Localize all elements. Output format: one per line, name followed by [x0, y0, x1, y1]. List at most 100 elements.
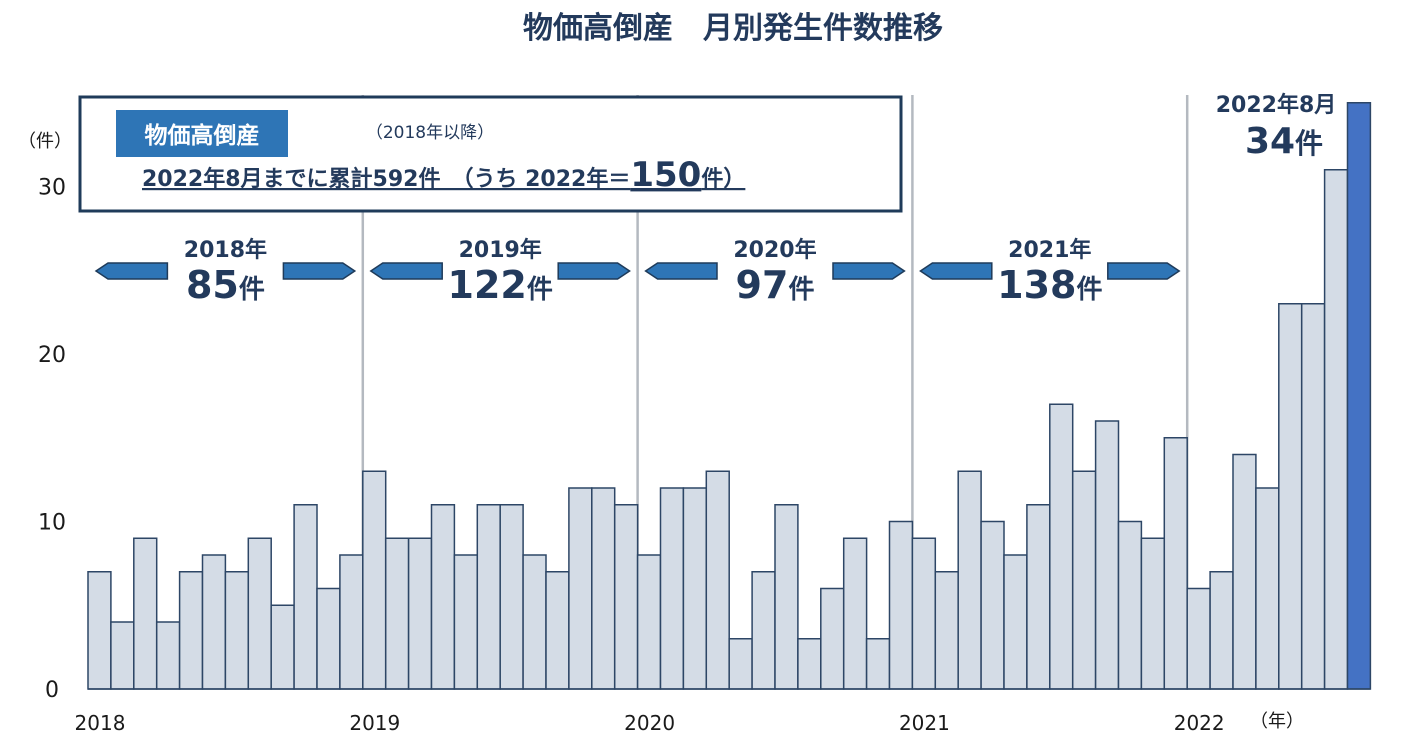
- latest-month-label: 2022年8月: [1216, 92, 1337, 118]
- summary-box: 物価高倒産 （2018年以降） 2022年8月までに累計592件 （うち 202…: [78, 95, 903, 213]
- chart-title: 物価高倒産 月別発生件数推移: [523, 11, 943, 46]
- bar: [155, 621, 181, 690]
- bar: [957, 470, 982, 690]
- bar: [1300, 303, 1326, 690]
- summary-since: （2018年以降）: [366, 123, 494, 143]
- year-total-value: 122件: [448, 263, 553, 307]
- y-tick-label: 30: [38, 176, 66, 201]
- bar: [293, 504, 318, 690]
- arrow-right: [282, 262, 357, 280]
- year-label: 2022: [1174, 711, 1225, 735]
- bar: [568, 487, 593, 690]
- arrow-left: [919, 262, 993, 280]
- bar: [751, 571, 776, 690]
- year-total-value: 85件: [186, 263, 265, 307]
- y-tick-label: 20: [38, 343, 66, 368]
- bar: [865, 638, 891, 690]
- bar: [797, 638, 822, 690]
- bar: [1026, 504, 1051, 690]
- bar: [270, 604, 295, 690]
- latest-month-unit: 件: [1295, 127, 1323, 160]
- arrow-left: [369, 262, 443, 280]
- bar: [178, 571, 204, 690]
- bar: [613, 504, 639, 690]
- bar: [499, 504, 524, 690]
- bar: [362, 470, 387, 690]
- year-total-year: 2018年: [184, 237, 267, 263]
- bar: [591, 487, 616, 690]
- summary-text-big: 150: [630, 155, 701, 195]
- arrow-left: [94, 262, 169, 280]
- year-total-year: 2019年: [459, 237, 542, 263]
- bar: [934, 571, 959, 690]
- year-total-count: 85: [186, 263, 239, 307]
- year-total-year: 2021年: [1008, 237, 1091, 263]
- bar: [430, 504, 456, 690]
- bar: [705, 470, 730, 690]
- year-total-unit: 件: [239, 275, 265, 305]
- year-total-count: 122: [448, 263, 527, 307]
- latest-month-value: 34件: [1245, 121, 1323, 162]
- arrow-right: [1107, 262, 1181, 280]
- bar: [384, 537, 410, 690]
- y-tick-label: 10: [38, 511, 66, 536]
- bar: [636, 554, 662, 690]
- bar: [110, 621, 135, 690]
- bar: [545, 571, 570, 690]
- year-total-year: 2020年: [733, 237, 816, 263]
- summary-text: 2022年8月までに累計592件 （うち 2022年＝150件）: [142, 155, 745, 195]
- year-total-value: 138件: [997, 263, 1102, 307]
- arrow-right: [557, 262, 631, 280]
- year-label: 2021: [899, 711, 950, 735]
- latest-month-count: 34: [1245, 121, 1295, 162]
- y-unit-label: （件）: [18, 131, 72, 152]
- year-total-unit: 件: [788, 275, 814, 305]
- bar: [1140, 537, 1166, 690]
- bar: [1323, 169, 1349, 690]
- year-label: 2019: [349, 711, 400, 735]
- bar: [1209, 571, 1234, 690]
- bar-series: [87, 102, 1372, 690]
- bar: [1255, 487, 1280, 690]
- bar: [1117, 520, 1143, 690]
- summary-badge-bg: [116, 110, 288, 157]
- bar: [339, 554, 364, 690]
- bar: [224, 571, 250, 690]
- bar: [1278, 303, 1303, 690]
- bar: [87, 571, 112, 690]
- summary-text-suffix: 件）: [701, 167, 745, 192]
- arrow-left: [644, 262, 718, 280]
- bar: [407, 537, 433, 690]
- bar: [842, 537, 868, 690]
- year-total-unit: 件: [1076, 275, 1102, 305]
- bar: [453, 554, 479, 690]
- year-total-count: 97: [736, 263, 789, 307]
- year-total-count: 138: [997, 263, 1076, 307]
- bar: [1049, 403, 1074, 690]
- year-label: 2020: [624, 711, 675, 735]
- bar: [133, 537, 158, 690]
- year-total-unit: 件: [527, 275, 553, 305]
- bar-highlight: [1346, 102, 1372, 690]
- year-annotations: 2018年85件2019年122件2020年97件2021年138件2022年8…: [94, 92, 1337, 307]
- summary-badge: 物価高倒産: [145, 122, 260, 149]
- x-unit-label: （年）: [1250, 711, 1304, 732]
- bar: [1232, 453, 1257, 690]
- bar: [774, 504, 799, 690]
- bar: [1094, 420, 1120, 690]
- bar: [911, 537, 937, 690]
- y-tick-label: 0: [45, 678, 59, 703]
- bar: [659, 487, 685, 690]
- bar: [522, 554, 547, 690]
- year-label: 2018: [75, 711, 126, 735]
- arrow-right: [832, 262, 906, 280]
- bar: [728, 638, 753, 690]
- bar: [888, 520, 914, 690]
- axes: 0 10 20 30 （件） 2018 2019 2020 2021 2022 （年）: [18, 131, 1371, 735]
- bar: [1071, 470, 1097, 690]
- year-total-value: 97件: [736, 263, 815, 307]
- bar: [980, 520, 1005, 690]
- bar: [247, 537, 272, 690]
- bar: [201, 554, 227, 690]
